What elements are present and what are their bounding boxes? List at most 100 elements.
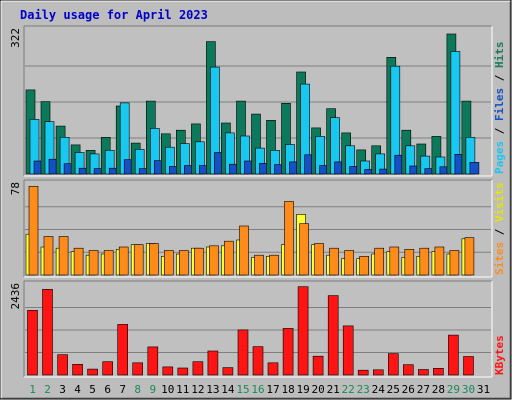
day-label-5: 5 [89,383,96,396]
legend-visits: Visits [493,182,506,222]
visits-bar-sites-day-23 [359,255,370,276]
kbytes-ymax-label: 2436 [9,283,22,310]
visits-bar-sites-day-29 [449,250,460,276]
visits-legend-label: Sites / Visits [493,182,506,275]
day-label-19: 19 [296,383,309,396]
visits-ymax-label: 78 [9,182,22,195]
visits-bar-sites-day-15 [239,225,249,276]
visits-bar-sites-day-8 [133,244,144,276]
visits-bar-sites-day-7 [118,246,129,276]
kbytes-bar-kbytes-day-5 [87,368,98,376]
kbytes-bar-kbytes-day-25 [387,353,399,376]
visits-bar-sites-day-11 [179,250,189,276]
visits-bar-sites-day-28 [434,246,445,276]
day-label-8: 8 [134,383,141,396]
visits-bar-sites-day-22 [344,250,355,276]
legend-files: Files [493,88,506,121]
day-label-9: 9 [149,383,156,396]
kbytes-bar-kbytes-day-1 [27,309,38,376]
legend-sites: Sites [493,242,506,275]
day-label-29: 29 [447,383,460,396]
panel-kbytes: 2436 KBytes [9,280,506,378]
kbytes-bar-kbytes-day-24 [372,369,384,376]
day-label-28: 28 [432,383,445,396]
day-label-7: 7 [119,383,126,396]
day-label-11: 11 [176,383,189,396]
visits-bar-sites-day-6 [103,250,114,276]
visits-bar-sites-day-26 [404,249,415,276]
kbytes-bar-kbytes-day-18 [282,328,294,376]
day-label-31: 31 [477,383,490,396]
day-label-24: 24 [372,383,386,396]
day-label-30: 30 [462,383,475,396]
visits-bar-sites-day-20 [314,243,324,276]
day-label-20: 20 [311,383,324,396]
day-label-22: 22 [342,383,355,396]
day-label-16: 16 [251,383,264,396]
day-label-12: 12 [191,383,204,396]
kbytes-bar-kbytes-day-4 [72,363,83,376]
kbytes-bar-kbytes-day-12 [192,361,204,376]
hits-bar-pages-day-30 [469,162,480,175]
visits-bar-sites-day-2 [43,236,54,276]
visits-bar-sites-day-17 [269,254,279,276]
kbytes-bar-kbytes-day-22 [342,325,354,376]
day-label-18: 18 [281,383,294,396]
kbytes-bar-kbytes-day-21 [327,295,339,376]
day-label-25: 25 [387,383,400,396]
panel-visits: 78 Sites / Visits [9,179,506,278]
kbytes-bar-kbytes-day-28 [433,367,444,376]
visits-bar-sites-day-14 [224,240,234,276]
day-label-3: 3 [59,383,66,396]
kbytes-bar-kbytes-day-8 [132,362,143,376]
day-label-23: 23 [357,383,370,396]
kbytes-bar-kbytes-day-16 [252,346,264,376]
kbytes-bar-kbytes-day-26 [402,364,414,376]
visits-bar-sites-day-5 [88,250,99,276]
visits-bar-sites-day-1 [28,186,39,276]
legend-kbytes: KBytes [493,335,506,375]
day-label-17: 17 [266,383,279,396]
visits-bar-sites-day-13 [209,245,219,276]
day-label-4: 4 [74,383,81,396]
day-label-15: 15 [236,383,249,396]
visits-bar-sites-day-18 [284,201,294,276]
kbytes-bar-kbytes-day-3 [57,354,68,376]
kbytes-bar-kbytes-day-27 [418,369,429,376]
kbytes-bar-kbytes-day-15 [237,329,249,376]
visits-bar-sites-day-24 [374,247,385,276]
visits-bar-sites-day-30 [464,237,475,276]
day-label-27: 27 [417,383,430,396]
kbytes-bar-kbytes-day-17 [267,362,279,376]
legend-hits: Hits [493,42,506,69]
kbytes-bar-kbytes-day-29 [448,334,459,376]
kbytes-bar-kbytes-day-23 [357,369,369,376]
kbytes-bar-kbytes-day-11 [177,367,189,376]
visits-bar-sites-day-21 [329,247,339,276]
visits-bar-sites-day-12 [194,247,204,276]
visits-bar-sites-day-27 [419,247,430,276]
day-label-13: 13 [206,383,219,396]
kbytes-bar-kbytes-day-20 [312,355,324,376]
day-label-26: 26 [402,383,415,396]
visits-bars [25,186,475,276]
hits-bars [25,33,480,175]
kbytes-bar-kbytes-day-6 [102,361,113,376]
legend-separator: / [493,121,506,141]
legend-separator: / [493,68,506,88]
day-label-14: 14 [221,383,235,396]
visits-bar-sites-day-9 [149,243,159,276]
kbytes-bar-kbytes-day-2 [42,288,53,376]
kbytes-bar-kbytes-day-9 [147,346,159,376]
day-label-10: 10 [161,383,174,396]
visits-bar-sites-day-25 [389,246,400,276]
kbytes-bar-kbytes-day-13 [207,350,219,376]
kbytes-legend-label: KBytes [493,335,506,375]
visits-bar-sites-day-16 [254,254,264,276]
visits-bar-sites-day-10 [164,250,174,276]
kbytes-bar-kbytes-day-7 [117,324,128,376]
day-label-21: 21 [327,383,340,396]
kbytes-bar-kbytes-day-10 [162,366,174,376]
day-label-1: 1 [29,383,36,396]
